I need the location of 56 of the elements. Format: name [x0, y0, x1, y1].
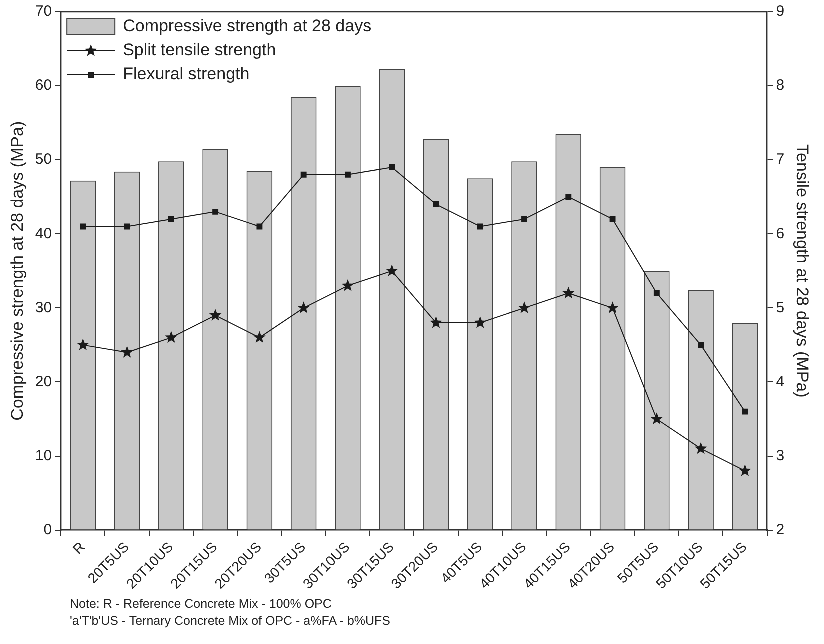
- point: [298, 302, 310, 314]
- point: [254, 331, 266, 344]
- point: [212, 208, 219, 215]
- point: [433, 202, 440, 208]
- point: [477, 224, 484, 230]
- y2-tick-label: 7: [776, 151, 785, 168]
- point: [386, 264, 398, 276]
- y-axis-title: Compressive strength at 28 days (MPa): [8, 121, 27, 421]
- point: [430, 316, 442, 328]
- y-tick-label: 40: [35, 225, 52, 242]
- point: [742, 408, 748, 415]
- point: [610, 216, 616, 222]
- point: [80, 224, 86, 230]
- y2-tick-label: 9: [776, 3, 785, 20]
- legend-label: Split tensile strength: [123, 40, 276, 60]
- point: [562, 286, 575, 299]
- point: [389, 164, 396, 170]
- point: [694, 442, 708, 454]
- y2-tick-label: 4: [776, 373, 785, 390]
- point: [165, 331, 178, 344]
- y-tick-label: 10: [35, 447, 52, 464]
- y2-tick-label: 6: [776, 225, 785, 242]
- y-tick-label: 20: [35, 373, 52, 390]
- point: [566, 194, 572, 200]
- point: [342, 279, 354, 292]
- point: [739, 464, 752, 476]
- text: Note: R - Reference Concrete Mix - 100% OPC: [70, 596, 333, 613]
- point: [300, 172, 307, 178]
- point: [698, 342, 704, 348]
- text: 'a'T'b'US - Ternary Concrete Mix of OPC - a%FA - b%UFS: [70, 613, 391, 630]
- y2-axis-title: Tensile strength at 28 days (MPa): [793, 144, 812, 398]
- y2-tick-label: 3: [776, 447, 785, 464]
- point: [168, 216, 174, 222]
- y-tick-label: 50: [35, 151, 52, 168]
- point: [650, 412, 664, 424]
- y2-tick-label: 2: [776, 521, 785, 538]
- y-tick-label: 30: [35, 299, 52, 316]
- point: [256, 224, 263, 230]
- point: [121, 346, 134, 358]
- legend-label: Compressive strength at 28 days: [123, 16, 372, 36]
- point: [606, 302, 619, 314]
- point: [209, 309, 222, 321]
- y-tick-label: 0: [44, 521, 52, 538]
- point: [654, 290, 660, 296]
- y2-tick-label: 8: [776, 77, 785, 94]
- x-tick-label: R: [70, 538, 88, 558]
- point: [518, 302, 531, 314]
- point: [124, 224, 130, 230]
- y-tick-label: 60: [35, 77, 52, 94]
- legend-label: Flexural strength: [123, 64, 250, 84]
- point: [474, 316, 487, 328]
- y-tick-label: 70: [35, 3, 52, 20]
- point: [344, 172, 351, 178]
- point: [76, 338, 90, 350]
- y2-tick-label: 5: [776, 299, 785, 316]
- point: [522, 216, 528, 222]
